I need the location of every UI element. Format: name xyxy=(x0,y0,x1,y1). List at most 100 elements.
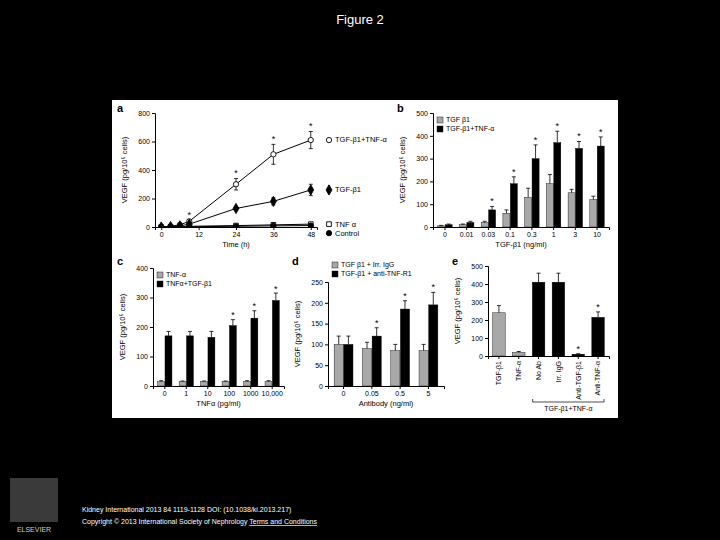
x-tick-label: 5 xyxy=(426,390,430,397)
annotation: * xyxy=(234,168,238,178)
x-tick-mark xyxy=(558,356,559,359)
y-tick-mark xyxy=(430,204,433,205)
error-bar xyxy=(570,189,574,192)
x-tick: 0.5 xyxy=(395,386,405,397)
bar xyxy=(372,336,381,386)
marks xyxy=(493,273,605,356)
y-tick-label: 300 xyxy=(416,155,428,162)
y-tick-mark xyxy=(430,227,433,228)
y-tick-mark xyxy=(325,324,328,325)
plot: 0200400600800012243648VEGF (pg/10⁵ cells… xyxy=(120,110,387,249)
error-bar xyxy=(309,184,313,195)
bar xyxy=(554,143,561,227)
x-tick-mark xyxy=(161,227,162,230)
y-tick-mark xyxy=(485,302,488,303)
x-tick: 0.3 xyxy=(527,227,537,238)
plot: 010020030040050000.010.030.10.31310VEGF … xyxy=(398,110,610,249)
plot: 05010015020025000.050.55VEGF (pg/10⁵ cel… xyxy=(293,261,445,408)
y-tick-mark xyxy=(152,199,155,200)
y-tick-mark xyxy=(152,142,155,143)
error-bar xyxy=(512,177,516,184)
y-tick-mark xyxy=(150,386,153,387)
point xyxy=(308,223,313,227)
citation: Kidney International 2013 84 1119-1128 D… xyxy=(82,506,291,514)
legend-swatch xyxy=(332,271,338,277)
error-bar xyxy=(468,221,472,222)
point xyxy=(177,221,183,227)
x-tick-mark xyxy=(236,227,237,230)
legend-label: TGF β1 + Irr. IgG xyxy=(341,261,394,269)
point xyxy=(159,225,164,227)
y-tick-label: 500 xyxy=(471,263,483,270)
axis-line xyxy=(156,228,318,231)
y-tick: 100 xyxy=(471,335,488,342)
x-tick-mark xyxy=(553,227,554,230)
error-bar xyxy=(252,311,256,318)
x-tick-mark xyxy=(597,227,598,230)
error-bar xyxy=(231,320,235,326)
legend-label: TGF-β1 xyxy=(335,185,361,194)
y-tick-mark xyxy=(152,113,155,114)
y-tick: 0 xyxy=(146,224,155,231)
annotation: * xyxy=(272,134,276,144)
bar xyxy=(590,200,597,227)
bar xyxy=(419,351,428,386)
y-tick-label: 200 xyxy=(416,178,428,185)
legend-item: TGF-β1 xyxy=(326,185,361,195)
x-tick-label: 1000 xyxy=(243,390,259,397)
x-tick-label: TGF-β1 xyxy=(495,361,503,385)
bar xyxy=(467,222,474,227)
error-bar xyxy=(548,175,552,184)
panel: 0100200300400500TGF-β1TNF-αNo AbIrr. IgG… xyxy=(452,255,610,413)
x-tick-mark xyxy=(186,386,187,389)
y-tick-mark xyxy=(430,159,433,160)
legend-label: TGF-β1 + anti-TNF-R1 xyxy=(341,270,412,278)
slide: Figure 2ELSEVIERKidney International 201… xyxy=(0,0,720,540)
legend-swatch xyxy=(157,281,163,287)
legend-item: Control xyxy=(326,229,359,238)
slide-title: Figure 2 xyxy=(336,12,384,27)
error-bar xyxy=(188,331,192,335)
x-tick-label: 0 xyxy=(443,231,447,238)
x-tick-label: 10 xyxy=(204,390,212,397)
bar xyxy=(251,318,258,386)
x-tick: 100 xyxy=(223,386,235,397)
y-tick-label: 200 xyxy=(138,195,150,202)
error-bar xyxy=(403,301,407,309)
legend-label: TGF-β1+TNF-α xyxy=(335,135,387,144)
error-bar xyxy=(599,137,603,146)
y-tick: 500 xyxy=(471,263,488,270)
axis-line xyxy=(485,267,489,357)
legend-item: TNFα+TGF-β1 xyxy=(157,280,212,288)
terms-link[interactable]: Terms and Conditions xyxy=(249,518,317,525)
bar xyxy=(572,354,585,356)
y-tick: 0 xyxy=(144,383,153,390)
error-bar xyxy=(439,225,443,226)
y-tick: 600 xyxy=(138,138,155,145)
x-axis-title: TNFα (pg/ml) xyxy=(196,399,241,408)
x-tick-label: Anti-TGF-β1 xyxy=(574,361,582,400)
bar xyxy=(400,309,409,386)
y-tick-mark xyxy=(325,282,328,283)
y-tick-mark xyxy=(430,113,433,114)
point xyxy=(308,185,314,195)
error-bar xyxy=(224,380,228,382)
axis-line xyxy=(154,387,285,390)
bar xyxy=(438,226,445,227)
y-tick-label: 0 xyxy=(479,353,483,360)
error-bar xyxy=(245,380,249,382)
y-axis-title: VEGF (pg/10⁵ cells) xyxy=(453,277,462,344)
x-tick-label: 36 xyxy=(270,231,278,238)
x-tick-label: 10,000 xyxy=(261,390,283,397)
annotation: * xyxy=(534,135,538,145)
legend-marker xyxy=(327,222,332,227)
error-bar xyxy=(337,336,341,344)
y-tick-label: 100 xyxy=(471,335,483,342)
annotation: * xyxy=(231,310,235,320)
legend-label: TNFα+TGF-β1 xyxy=(166,280,212,288)
legend-marker xyxy=(326,231,331,236)
x-tick: 1 xyxy=(552,227,556,238)
error-bar xyxy=(209,331,213,337)
x-tick: 0.01 xyxy=(460,227,474,238)
y-tick: 200 xyxy=(138,195,155,202)
